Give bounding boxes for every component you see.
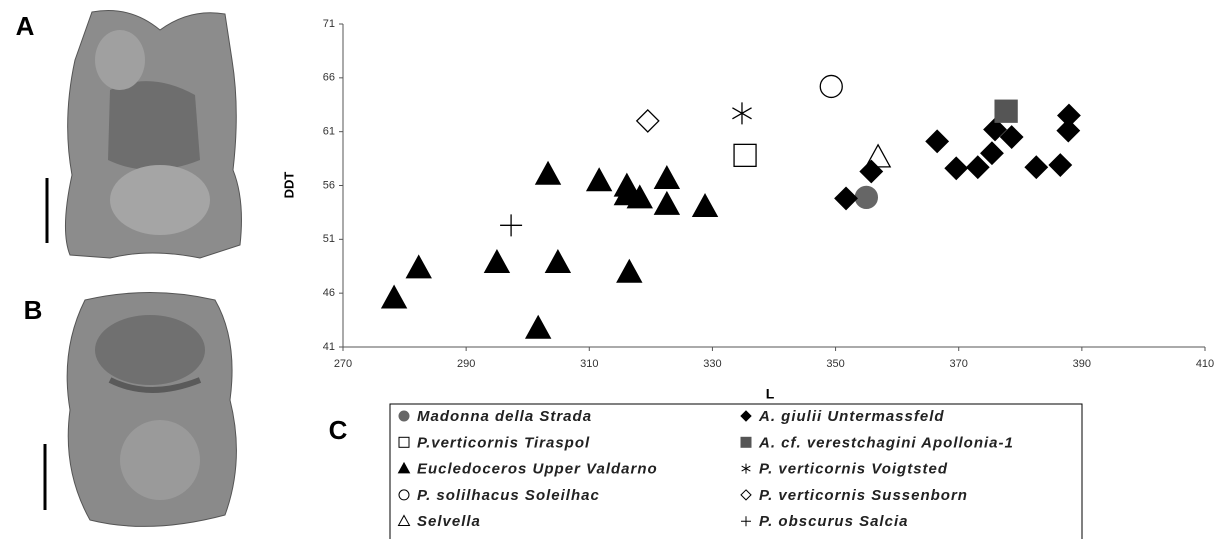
- point: [655, 192, 679, 214]
- x-tick-label: 310: [580, 358, 598, 370]
- point: [407, 256, 431, 278]
- point: [835, 187, 857, 209]
- x-tick-label: 370: [950, 358, 968, 370]
- legend-label: P.verticornis Tiraspol: [417, 434, 590, 451]
- point: [546, 250, 570, 272]
- point: [587, 169, 611, 191]
- y-tick-label: 51: [323, 233, 335, 245]
- x-axis-label: L: [766, 386, 775, 402]
- point: [734, 144, 756, 166]
- y-tick-label: 46: [323, 287, 335, 299]
- point: [485, 250, 509, 272]
- legend-label: Selvella: [417, 513, 481, 530]
- point: [981, 142, 1003, 164]
- point: [693, 194, 717, 216]
- y-tick-label: 61: [323, 126, 335, 138]
- panel-label: B: [24, 295, 43, 325]
- legend-label: P. verticornis Sussenborn: [759, 487, 968, 504]
- x-tick-label: 350: [826, 358, 844, 370]
- legend-label: A. giulii Untermassfeld: [758, 408, 945, 425]
- photo-a: [65, 10, 241, 258]
- point: [820, 75, 842, 97]
- page: A B C L DDT 41 46 51 56 61 66 71 270 290 310 330 35…: [0, 0, 1222, 539]
- point: [855, 186, 877, 208]
- y-tick-label: 66: [323, 72, 335, 84]
- legend-label: A. cf. verestchagini Apollonia-1: [758, 434, 1014, 451]
- legend-marker: [741, 490, 751, 500]
- legend-label: Eucledoceros Upper Valdarno: [417, 461, 658, 478]
- point: [1025, 156, 1047, 178]
- photo-b: [67, 293, 236, 527]
- x-tick-label: 410: [1196, 358, 1214, 370]
- legend-label: P. solilhacus Soleilhac: [417, 487, 600, 504]
- x-tick-label: 390: [1073, 358, 1091, 370]
- point: [536, 162, 560, 184]
- legend-label: Madonna della Strada: [417, 408, 592, 425]
- legend-marker: [399, 437, 409, 447]
- panel-label: C: [329, 415, 348, 445]
- y-tick-label: 71: [323, 18, 335, 30]
- y-tick-label: 41: [323, 341, 335, 353]
- point: [500, 214, 522, 236]
- x-tick-label: 270: [334, 358, 352, 370]
- legend-marker: [399, 411, 409, 421]
- legend-marker: [741, 437, 751, 447]
- panel-label: A: [16, 11, 35, 41]
- point: [655, 166, 679, 188]
- point: [382, 286, 406, 308]
- point: [945, 157, 967, 179]
- legend-marker: [399, 490, 409, 500]
- point: [995, 100, 1017, 122]
- x-tick-label: 330: [703, 358, 721, 370]
- y-tick-label: 56: [323, 179, 335, 191]
- point: [732, 102, 751, 124]
- legend-label: P. verticornis Voigtsted: [759, 461, 948, 478]
- point: [617, 260, 641, 282]
- legend-marker: [399, 463, 410, 473]
- point: [967, 156, 989, 178]
- point: [926, 130, 948, 152]
- point: [637, 110, 659, 132]
- point: [1049, 154, 1071, 176]
- x-tick-label: 290: [457, 358, 475, 370]
- legend-marker: [742, 464, 751, 474]
- legend-label: P. obscurus Salcia: [759, 513, 908, 530]
- figure: A B C L DDT 41 46 51 56 61 66 71 270 290 310 330 35…: [0, 0, 1222, 539]
- legend-marker: [399, 515, 410, 525]
- y-axis-label: DDT: [281, 172, 296, 199]
- legend-marker: [741, 516, 751, 526]
- point: [1058, 105, 1080, 127]
- legend-marker: [741, 411, 751, 421]
- point: [526, 316, 550, 338]
